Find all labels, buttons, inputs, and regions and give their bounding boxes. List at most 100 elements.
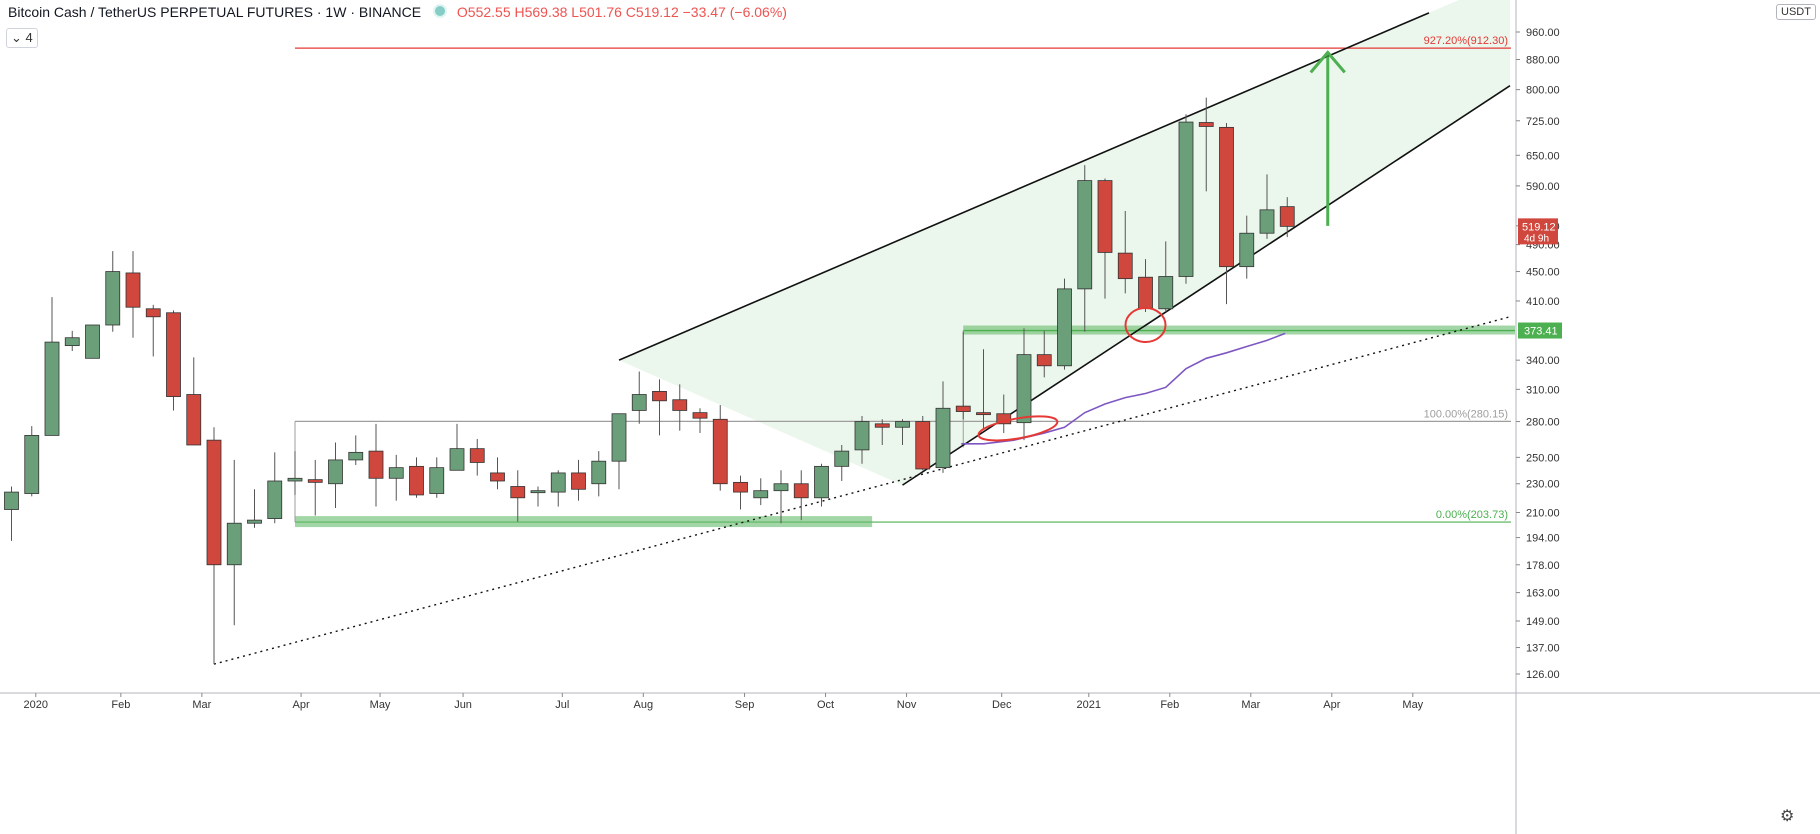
- candle-body[interactable]: [267, 480, 283, 519]
- fib-label: 100.00%(280.15): [1424, 408, 1508, 420]
- time-tick-label: Jun: [454, 699, 472, 711]
- candle-body[interactable]: [4, 491, 19, 510]
- price-tick-label: 880.00: [1526, 55, 1560, 67]
- candle-body[interactable]: [409, 465, 424, 496]
- candle-body[interactable]: [530, 490, 546, 494]
- target-arrow-head: [1309, 50, 1346, 74]
- candle-body[interactable]: [328, 459, 343, 485]
- candle-body[interactable]: [1077, 180, 1093, 290]
- candle-body[interactable]: [1158, 276, 1174, 310]
- candle-body[interactable]: [226, 522, 242, 566]
- candle-body[interactable]: [1279, 206, 1295, 227]
- fib-label: 0.00%(203.73): [1436, 509, 1508, 521]
- candle-body[interactable]: [611, 413, 627, 462]
- candle-body[interactable]: [1036, 354, 1052, 367]
- candle-body[interactable]: [753, 490, 769, 499]
- last-price-badge: [1518, 218, 1558, 245]
- currency-button[interactable]: USDT: [1776, 4, 1816, 20]
- candle-body[interactable]: [186, 394, 202, 446]
- candle-body[interactable]: [834, 450, 850, 467]
- candle-body[interactable]: [85, 324, 100, 359]
- candle-body[interactable]: [733, 481, 748, 493]
- candle-body[interactable]: [814, 465, 829, 499]
- price-tick-label: 800.00: [1526, 85, 1560, 97]
- candle-body[interactable]: [125, 272, 141, 308]
- time-tick-label: 2021: [1077, 699, 1101, 711]
- candle-body[interactable]: [652, 391, 667, 402]
- candle-body[interactable]: [1097, 180, 1113, 253]
- candle-body[interactable]: [44, 341, 60, 436]
- candle-body[interactable]: [895, 421, 910, 428]
- candle-body[interactable]: [307, 479, 323, 483]
- price-tick-label: 310.00: [1526, 384, 1560, 396]
- price-tick-label: 650.00: [1526, 150, 1560, 162]
- candle-body[interactable]: [915, 421, 931, 470]
- candle-body[interactable]: [692, 412, 708, 419]
- candle-body[interactable]: [712, 418, 728, 485]
- candle-body[interactable]: [166, 312, 181, 397]
- candle-body[interactable]: [145, 308, 161, 318]
- candle-body[interactable]: [24, 434, 40, 494]
- price-tick-label: 210.00: [1526, 508, 1560, 520]
- candle-body[interactable]: [449, 448, 465, 471]
- ohlc-readout: O552.55 H569.38 L501.76 C519.12 −33.47 (…: [456, 4, 787, 20]
- candle-body[interactable]: [388, 467, 404, 479]
- candle-body[interactable]: [591, 460, 607, 485]
- candle-body[interactable]: [1117, 252, 1133, 280]
- gear-icon[interactable]: ⚙: [1780, 808, 1795, 825]
- candle-body[interactable]: [64, 337, 80, 347]
- candle-body[interactable]: [773, 483, 789, 492]
- time-tick-label: May: [370, 699, 391, 711]
- time-tick-label: Feb: [111, 699, 130, 711]
- time-tick-label: May: [1402, 699, 1423, 711]
- symbol-title[interactable]: Bitcoin Cash / TetherUS PERPETUAL FUTURE…: [8, 4, 422, 20]
- candle-body[interactable]: [874, 423, 890, 428]
- price-tick-label: 340.00: [1526, 355, 1560, 367]
- candle-body[interactable]: [1138, 276, 1153, 309]
- overlay-layer: [961, 50, 1346, 445]
- price-tick-label: 280.00: [1526, 417, 1560, 429]
- candle-body[interactable]: [368, 450, 384, 479]
- candle-body[interactable]: [1219, 126, 1234, 268]
- price-tick-label: 178.00: [1526, 560, 1560, 572]
- candle-body[interactable]: [348, 451, 364, 461]
- candle-body[interactable]: [935, 407, 951, 469]
- chart-header: Bitcoin Cash / TetherUS PERPETUAL FUTURE…: [8, 4, 787, 20]
- candle-body[interactable]: [1259, 209, 1275, 234]
- price-tick-label: 163.00: [1526, 588, 1560, 600]
- candle-body[interactable]: [287, 477, 303, 482]
- candle-body[interactable]: [429, 467, 445, 494]
- candle-body[interactable]: [469, 448, 485, 463]
- candle-body[interactable]: [571, 472, 586, 490]
- candle-body[interactable]: [854, 421, 870, 451]
- candle-body[interactable]: [490, 472, 505, 482]
- channel-upper-line: [618, 12, 1430, 361]
- support-price-label: 373.41: [1524, 326, 1558, 338]
- price-tick-label: 250.00: [1526, 452, 1560, 464]
- candle-body[interactable]: [206, 439, 222, 566]
- candle-body[interactable]: [510, 486, 526, 499]
- candle-body[interactable]: [793, 483, 809, 499]
- candles-layer[interactable]: [4, 97, 1295, 665]
- time-tick-label: 2020: [24, 699, 48, 711]
- candle-body[interactable]: [976, 412, 991, 416]
- candle-body[interactable]: [1239, 232, 1255, 268]
- candle-body[interactable]: [631, 394, 647, 411]
- candle-body[interactable]: [672, 399, 688, 411]
- candle-body[interactable]: [955, 405, 971, 412]
- candle-body[interactable]: [1016, 354, 1032, 424]
- candle-body[interactable]: [1057, 288, 1072, 367]
- candle-body[interactable]: [105, 271, 121, 326]
- collapse-legend-toggle[interactable]: ⌄ 4: [6, 28, 38, 48]
- candle-body[interactable]: [247, 519, 262, 524]
- candle-body[interactable]: [550, 472, 566, 493]
- candle-body[interactable]: [1198, 122, 1214, 127]
- time-tick-label: Nov: [897, 699, 917, 711]
- price-tick-label: 450.00: [1526, 267, 1560, 279]
- time-tick-label: Mar: [192, 699, 211, 711]
- candle-body[interactable]: [1178, 121, 1194, 277]
- last-price-label: 519.12: [1522, 221, 1556, 233]
- price-tick-label: 137.00: [1526, 643, 1560, 655]
- price-tick-label: 725.00: [1526, 116, 1560, 128]
